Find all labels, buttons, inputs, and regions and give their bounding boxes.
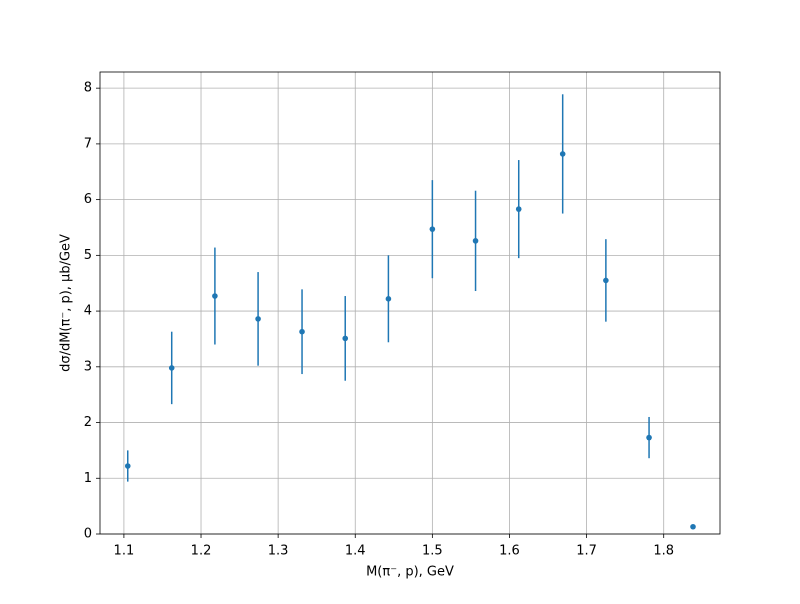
data-point	[212, 293, 218, 299]
x-tick-label: 1.6	[499, 544, 520, 559]
y-tick-label: 2	[84, 415, 92, 430]
data-point	[168, 365, 175, 371]
x-tick-label: 1.2	[191, 544, 212, 559]
y-tick-label: 7	[84, 136, 92, 151]
x-tick-label: 1.4	[345, 544, 366, 559]
y-tick-label: 8	[84, 81, 92, 96]
x-tick-label: 1.7	[576, 544, 597, 559]
data-point	[124, 463, 131, 469]
x-tick-label: 1.3	[268, 544, 289, 559]
y-tick-label: 6	[84, 192, 92, 207]
x-tick-label: 1.5	[422, 544, 443, 559]
plot-frame	[99, 71, 721, 535]
y-tick-label: 0	[84, 527, 92, 542]
x-tick-label: 1.8	[653, 544, 674, 559]
data-point	[255, 316, 261, 322]
data-point	[385, 296, 392, 302]
y-tick-label: 5	[84, 248, 92, 263]
data-point	[472, 238, 479, 244]
data-point	[342, 335, 349, 342]
data-point	[603, 277, 609, 284]
y-tick-label: 3	[84, 359, 92, 374]
y-tick-label: 1	[84, 471, 92, 486]
y-tick-label: 4	[84, 304, 92, 319]
data-point	[690, 523, 696, 530]
x-tick-label: 1.1	[114, 544, 135, 559]
data-point	[559, 151, 566, 157]
data-point	[429, 226, 436, 232]
data-point	[299, 328, 305, 335]
y-axis-label: dσ/dM(π⁻, p), μb/GeV	[59, 234, 74, 372]
data-point	[646, 434, 652, 441]
x-axis-label: M(π⁻, p), GeV	[366, 565, 454, 580]
data-point	[515, 206, 522, 212]
